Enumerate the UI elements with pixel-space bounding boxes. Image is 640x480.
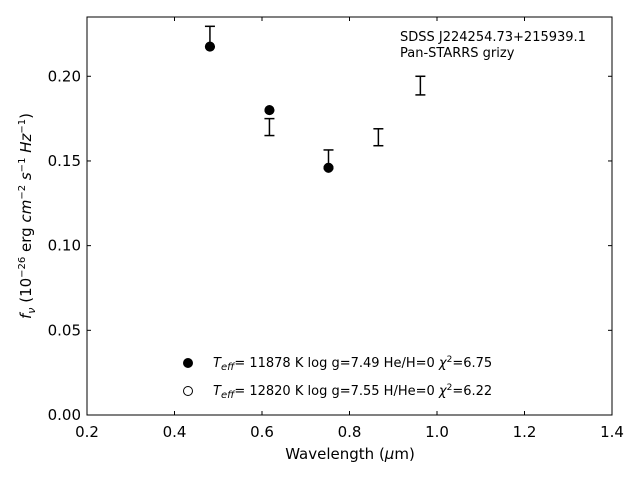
y-tick-label: 0.10 [48, 237, 81, 255]
observed-errorbars [204, 25, 426, 170]
x-tick-label: 1.4 [600, 423, 624, 441]
model-point-filled [204, 41, 215, 52]
x-tick-label: 0.6 [250, 423, 274, 441]
legend-entry-1: Teff= 11878 K log g=7.49 He/H=0 χ2=6.75 [213, 355, 492, 373]
annotation-line-1: SDSS J224254.73+215939.1 [400, 30, 586, 45]
legend-entry-2: Teff= 12820 K log g=7.55 H/He=0 χ2=6.22 [213, 383, 492, 401]
x-tick-label: 1.0 [425, 423, 449, 441]
y-tick-label: 0.00 [48, 406, 81, 424]
annotation-line-2: Pan-STARRS grizy [400, 46, 515, 61]
y-tick-label: 0.05 [48, 321, 81, 339]
x-axis-ticks: 0.2 0.4 0.6 0.8 1.0 1.2 1.4 [75, 17, 624, 441]
y-tick-label: 0.15 [48, 152, 81, 170]
x-axis-label: Wavelength (μm) [285, 445, 415, 463]
legend: Teff= 11878 K log g=7.49 He/H=0 χ2=6.75 … [183, 355, 492, 401]
legend-marker-open [183, 386, 193, 396]
y-tick-label: 0.20 [48, 67, 81, 85]
x-tick-label: 0.2 [75, 423, 99, 441]
y-axis-ticks: 0.00 0.05 0.10 0.15 0.20 [48, 67, 612, 424]
legend-marker-filled [183, 358, 193, 368]
x-tick-label: 1.2 [513, 423, 537, 441]
x-tick-label: 0.8 [338, 423, 362, 441]
model-point-filled [264, 105, 275, 116]
model-point-filled [323, 162, 334, 173]
model-points [204, 41, 334, 173]
y-axis-label: fν (10−26 erg cm−2 s−1 Hz−1) [17, 113, 38, 319]
x-tick-label: 0.4 [163, 423, 187, 441]
